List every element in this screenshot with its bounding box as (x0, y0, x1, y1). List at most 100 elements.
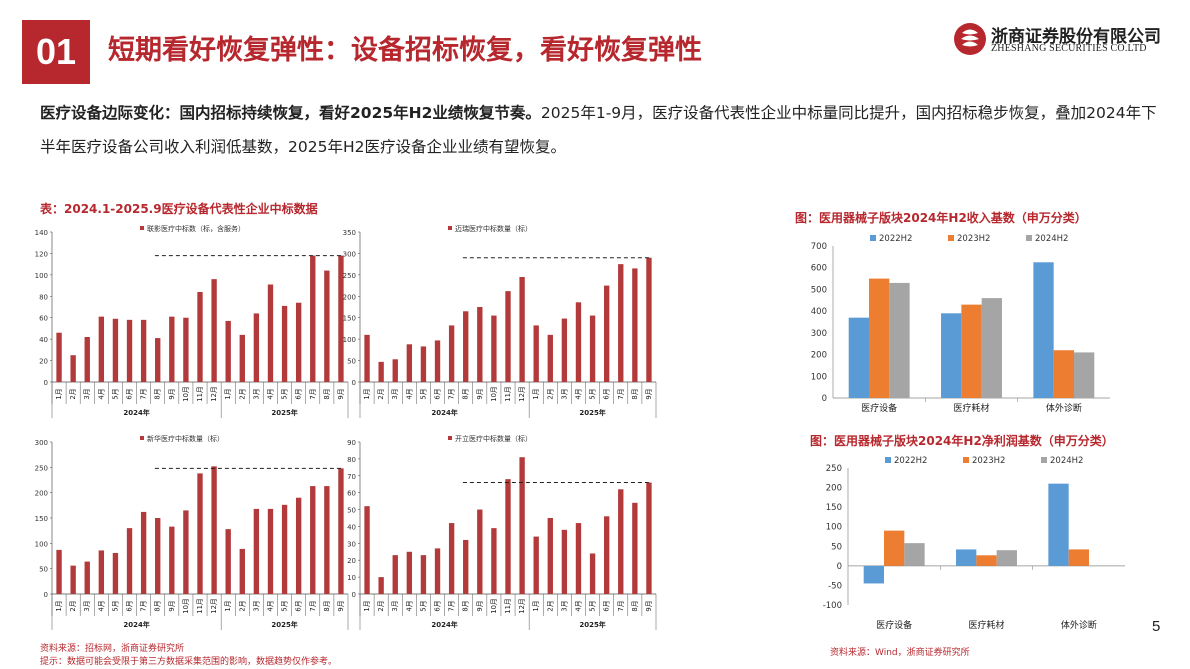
bar (491, 528, 497, 594)
legend-swatch (140, 226, 144, 230)
bar (70, 565, 76, 594)
bar (941, 313, 962, 398)
lead-text: 2025年1-9月，医疗设备代表性企业中标量同比提升，国内招标稳步恢复，叠加20… (40, 104, 1157, 156)
bar (183, 317, 189, 382)
bar (976, 555, 997, 566)
bar (338, 255, 344, 382)
x-tick-label: 6月 (434, 600, 442, 611)
bar (211, 279, 217, 382)
x-tick-label: 8月 (462, 600, 470, 611)
y-tick-label: 70 (347, 473, 356, 481)
bar (618, 264, 624, 382)
x-tick-label: 3月 (391, 388, 399, 399)
x-tick-label: 8月 (323, 600, 331, 611)
x-group-label: 2025年 (579, 408, 605, 417)
logo-chinese-name: 浙商证券股份有限公司 (991, 27, 1161, 47)
legend-swatch (870, 235, 876, 241)
y-tick-label: 10 (347, 574, 356, 582)
x-tick-label: 8月 (323, 388, 331, 399)
x-group-label: 2025年 (271, 408, 297, 417)
x-category-label: 医疗耗材 (968, 619, 1004, 631)
x-tick-label: 8月 (154, 388, 162, 399)
x-tick-label: 4月 (266, 600, 274, 611)
bar (463, 311, 469, 382)
united-imaging-bid-chart: 0 20 40 60 80 100 120 140 1月 2月 3月 4月 5月 6月 7月 8月 9月 10月 1… (35, 224, 349, 418)
y-tick-label: 100 (343, 336, 356, 344)
bar (961, 304, 982, 398)
legend-label: 迈瑞医疗中标数量（标） (455, 224, 532, 233)
bar (505, 291, 511, 382)
x-tick-label: 2月 (69, 388, 77, 399)
x-tick-label: 7月 (309, 600, 317, 611)
legend-swatch (1026, 235, 1032, 241)
x-tick-label: 5月 (419, 388, 427, 399)
legend-label: 2024H2 (1050, 456, 1083, 466)
y-tick-label: 250 (343, 272, 356, 280)
x-tick-label: 12月 (210, 598, 218, 613)
bar (281, 305, 288, 382)
x-tick-label: 4月 (574, 600, 582, 611)
legend-label: 2023H2 (972, 456, 1005, 466)
y-tick-label: 90 (347, 439, 356, 447)
x-tick-label: 3月 (560, 388, 568, 399)
x-tick-label: 10月 (182, 598, 190, 613)
bar (183, 510, 189, 594)
x-category-label: 医疗设备 (876, 619, 912, 631)
shinva-bid-chart: 0 50 100 150 200 250 300 1月 2月 3月 4月 5月 6月 7月 8月 9月 10月 1… (35, 434, 349, 630)
x-tick-label: 2月 (69, 600, 77, 611)
x-tick-label: 7月 (617, 388, 625, 399)
x-tick-label: 11月 (504, 386, 512, 401)
bar (310, 255, 316, 382)
x-tick-label: 12月 (518, 386, 526, 401)
bar (603, 516, 610, 594)
page-title: 短期看好恢复弹性：设备招标恢复，看好恢复弹性 (108, 35, 702, 66)
y-tick-label: 80 (347, 456, 356, 464)
logo-english-name: ZHESHANG SECURITIES CO.LTD (991, 43, 1147, 54)
bar (84, 337, 90, 382)
legend-label: 2022H2 (894, 456, 927, 466)
lead-paragraph: 医疗设备边际变化：国内招标持续恢复，看好2025年H2业绩恢复节奏。2025年1… (40, 96, 1160, 164)
revenue-chart-caption: 图：医用器械子版块2024年H2收入基数（申万分类） (795, 211, 1087, 225)
x-tick-label: 1月 (55, 388, 63, 399)
x-group-label: 2025年 (271, 620, 297, 629)
x-tick-label: 2月 (546, 600, 554, 611)
y-tick-label: -100 (823, 601, 842, 611)
bar (463, 539, 469, 594)
bar (324, 486, 330, 594)
x-tick-label: 10月 (490, 386, 498, 401)
bar (904, 543, 925, 566)
y-tick-label: 0 (822, 394, 827, 404)
bar (126, 319, 133, 382)
profit-base-chart: -100 -50 0 50 100 150 200 250 医疗设备 医疗耗材 体外诊断 2022H2… (823, 456, 1125, 631)
sonoscape-bid-chart: 0 10 20 30 40 50 60 70 80 90 1月 2月 3月 4月 5月 6月 7月 8月 9月 10月… (347, 434, 657, 630)
y-tick-label: 120 (35, 250, 48, 258)
bar (863, 565, 885, 584)
bar (848, 317, 870, 398)
y-tick-label: 140 (35, 229, 48, 237)
bar (378, 361, 384, 382)
y-tick-label: -50 (828, 581, 842, 591)
bar (112, 552, 119, 594)
bar (956, 549, 977, 566)
y-tick-label: 80 (39, 293, 48, 301)
y-tick-label: 250 (826, 464, 842, 474)
legend-swatch (885, 457, 891, 463)
legend-swatch (140, 436, 144, 440)
page-number: 5 (1152, 618, 1161, 635)
bar (1033, 262, 1054, 398)
bar (981, 298, 1002, 398)
profit-chart-caption: 图：医用器械子版块2024年H2净利润基数（申万分类） (810, 434, 1114, 448)
bar (477, 509, 483, 594)
x-tick-label: 1月 (363, 600, 371, 611)
bar (603, 285, 610, 382)
x-tick-label: 9月 (476, 600, 484, 611)
x-tick-label: 6月 (126, 600, 134, 611)
y-tick-label: 60 (347, 490, 356, 498)
bar (295, 497, 302, 594)
company-logo: 浙商证券股份有限公司 ZHESHANG SECURITIES CO.LTD (953, 20, 1168, 62)
x-group-label: 2024年 (123, 408, 149, 417)
bar (434, 340, 441, 382)
mindray-bid-chart: 0 50 100 150 200 250 300 350 1月 2月 3月 4月 5月 6月 7月 8月 9月 1… (343, 224, 657, 418)
x-tick-label: 1月 (224, 388, 232, 399)
x-tick-label: 9月 (168, 600, 176, 611)
